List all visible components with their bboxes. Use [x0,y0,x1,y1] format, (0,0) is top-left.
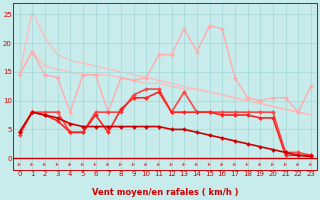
X-axis label: Vent moyen/en rafales ( km/h ): Vent moyen/en rafales ( km/h ) [92,188,238,197]
